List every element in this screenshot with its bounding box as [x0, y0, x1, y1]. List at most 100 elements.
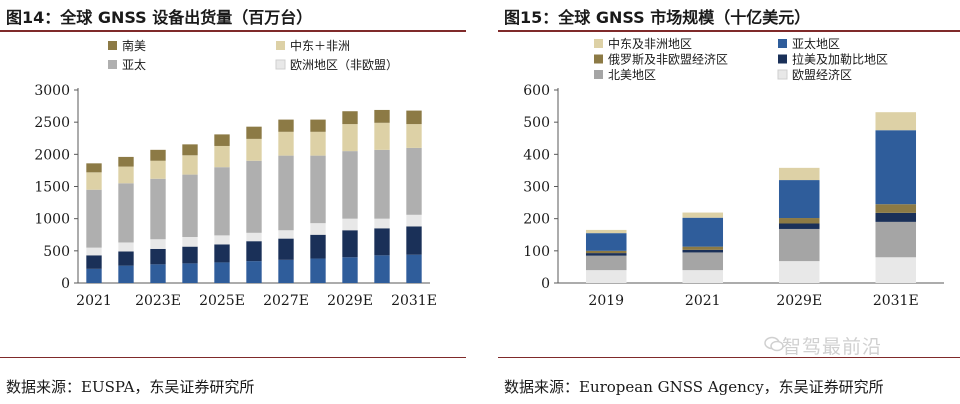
legend-label: 欧盟经济区 — [792, 67, 852, 82]
bar-segment — [682, 246, 724, 250]
figure-14-title: 图14：全球 GNSS 设备出货量（百万台） — [6, 8, 313, 27]
figure-14-panel: 图14：全球 GNSS 设备出货量（百万台） 南美 中东＋非洲 亚太 欧洲地区（非欧盟… — [0, 0, 466, 404]
bar-segment — [150, 239, 166, 249]
bar-segment — [778, 167, 820, 181]
bar-segment — [374, 228, 390, 256]
bar-segment — [875, 212, 917, 222]
legend-swatch — [594, 70, 603, 79]
bar-segment — [150, 149, 166, 161]
bar-segment — [585, 229, 627, 234]
legend-label: 中东及非洲地区 — [608, 36, 692, 51]
y-tick-label: 200 — [523, 212, 550, 228]
bar-segment — [86, 163, 102, 173]
bar-segment — [278, 230, 294, 239]
bar-segment — [778, 261, 820, 283]
legend-swatch — [594, 39, 603, 48]
bar-segment — [406, 147, 422, 215]
bar-segment — [118, 265, 134, 283]
bar-segment — [310, 223, 326, 235]
x-tick-label: 2021 — [76, 293, 112, 309]
wechat-icon — [764, 336, 784, 352]
bar-segment — [246, 241, 262, 262]
bar-segment — [310, 155, 326, 224]
bar-segment — [778, 180, 820, 219]
bar-segment — [278, 119, 294, 132]
bar-segment — [182, 155, 198, 175]
legend-label: 南美 — [122, 38, 146, 53]
bar-segment — [374, 122, 390, 150]
figure-15-title: 图15：全球 GNSS 市场规模（十亿美元） — [504, 8, 811, 27]
legend-label: 中东＋非洲 — [290, 38, 350, 53]
bar-segment — [342, 218, 358, 231]
bar-segment — [374, 218, 390, 229]
bar-segment — [406, 226, 422, 255]
bar-segment — [406, 214, 422, 227]
figure-14-source: 数据来源：EUSPA，东吴证券研究所 — [6, 378, 255, 396]
bar-segment — [682, 217, 724, 247]
legend-swatch — [778, 39, 787, 48]
bar-segment — [118, 251, 134, 266]
bar-segment — [278, 155, 294, 231]
bar-segment — [246, 126, 262, 139]
y-tick-label: 500 — [523, 115, 550, 131]
bar-segment — [214, 134, 230, 146]
bar-segment — [374, 109, 390, 123]
legend-swatch — [108, 60, 117, 69]
y-tick-label: 0 — [61, 276, 70, 292]
bar-segment — [406, 254, 422, 283]
y-tick-label: 1000 — [34, 212, 70, 228]
watermark-text: 智驾最前沿 — [782, 336, 883, 358]
y-tick-label: 500 — [43, 244, 70, 260]
bar-segment — [682, 212, 724, 218]
bar-segment — [182, 174, 198, 238]
bar-segment — [406, 124, 422, 148]
x-tick-label: 2025E — [199, 293, 245, 309]
bar-segment — [310, 131, 326, 156]
bar-segment — [778, 218, 820, 224]
figure-14-bottom-rule — [0, 357, 466, 358]
x-tick-label: 2027E — [263, 293, 309, 309]
figure-15-panel: 图15：全球 GNSS 市场规模（十亿美元） 中东及非洲地区 亚太地区 俄罗斯及非欧… — [498, 0, 960, 404]
bar-segment — [310, 258, 326, 283]
bar-segment — [342, 151, 358, 219]
bar-segment — [214, 235, 230, 245]
bar-segment — [118, 183, 134, 243]
bar-segment — [778, 228, 820, 262]
legend-label: 亚太 — [122, 57, 146, 72]
figure-14-top-rule — [0, 30, 466, 32]
bar-segment — [585, 253, 627, 256]
legend-swatch — [778, 54, 787, 64]
bar-segment — [118, 156, 134, 167]
bar-segment — [406, 110, 422, 125]
y-tick-label: 100 — [523, 244, 550, 260]
bar-segment — [278, 259, 294, 283]
bar-segment — [875, 204, 917, 213]
bar-segment — [875, 112, 917, 131]
bar-segment — [246, 160, 262, 233]
bar-segment — [875, 221, 917, 258]
bar-segment — [214, 145, 230, 168]
bar-segment — [246, 138, 262, 161]
legend-swatch — [594, 54, 603, 64]
y-tick-label: 600 — [523, 83, 550, 99]
bar-segment — [150, 248, 166, 265]
legend-swatch — [108, 41, 117, 50]
legend-label: 亚太地区 — [792, 36, 840, 51]
bar-segment — [214, 167, 230, 236]
bar-segment — [875, 130, 917, 205]
y-tick-label: 3000 — [34, 83, 70, 99]
bar-segment — [585, 233, 627, 251]
bar-segment — [310, 119, 326, 132]
bar-segment — [682, 249, 724, 253]
legend-swatch — [275, 59, 286, 70]
bar-segment — [342, 257, 358, 283]
bar-segment — [118, 166, 134, 184]
x-tick-label: 2019 — [588, 293, 624, 309]
legend-label: 拉美及加勒比地区 — [792, 52, 888, 67]
bar-segment — [310, 234, 326, 259]
legend-swatch — [276, 41, 285, 50]
y-tick-label: 2000 — [34, 147, 70, 163]
bar-segment — [278, 238, 294, 260]
